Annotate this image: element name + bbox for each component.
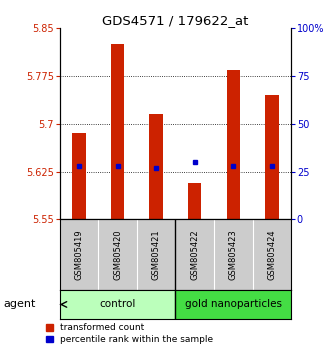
Text: GSM805422: GSM805422 [190, 229, 199, 280]
Bar [265, 95, 279, 219]
Bar [188, 183, 202, 219]
Bar [149, 114, 163, 219]
Text: GSM805423: GSM805423 [229, 229, 238, 280]
Text: gold nanoparticles: gold nanoparticles [185, 299, 282, 309]
Text: GSM805419: GSM805419 [74, 229, 83, 280]
Text: GSM805421: GSM805421 [152, 229, 161, 280]
Bar [111, 44, 124, 219]
Text: agent: agent [3, 299, 36, 309]
Text: GSM805424: GSM805424 [267, 229, 276, 280]
Bar [72, 133, 86, 219]
Legend: transformed count, percentile rank within the sample: transformed count, percentile rank withi… [44, 322, 215, 346]
Bar [175, 290, 291, 319]
Bar [227, 70, 240, 219]
Text: control: control [99, 299, 136, 309]
Bar [60, 290, 175, 319]
Text: GSM805420: GSM805420 [113, 229, 122, 280]
Title: GDS4571 / 179622_at: GDS4571 / 179622_at [102, 14, 249, 27]
